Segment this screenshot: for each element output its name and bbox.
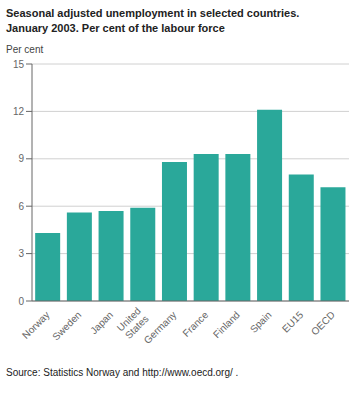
svg-text:0: 0 xyxy=(18,296,24,307)
svg-text:9: 9 xyxy=(18,153,24,164)
svg-text:Germany: Germany xyxy=(142,309,179,346)
svg-text:12: 12 xyxy=(13,106,25,117)
svg-text:Norway: Norway xyxy=(20,309,52,341)
svg-text:Sweden: Sweden xyxy=(50,309,83,342)
svg-text:3: 3 xyxy=(18,248,24,259)
svg-text:15: 15 xyxy=(13,59,25,70)
svg-text:EU15: EU15 xyxy=(280,309,306,335)
svg-text:OECD: OECD xyxy=(309,309,337,337)
svg-text:6: 6 xyxy=(18,201,24,212)
svg-text:Finland: Finland xyxy=(211,309,242,340)
svg-text:Spain: Spain xyxy=(248,309,274,335)
svg-text:France: France xyxy=(180,309,210,339)
svg-text:Japan: Japan xyxy=(88,309,115,336)
